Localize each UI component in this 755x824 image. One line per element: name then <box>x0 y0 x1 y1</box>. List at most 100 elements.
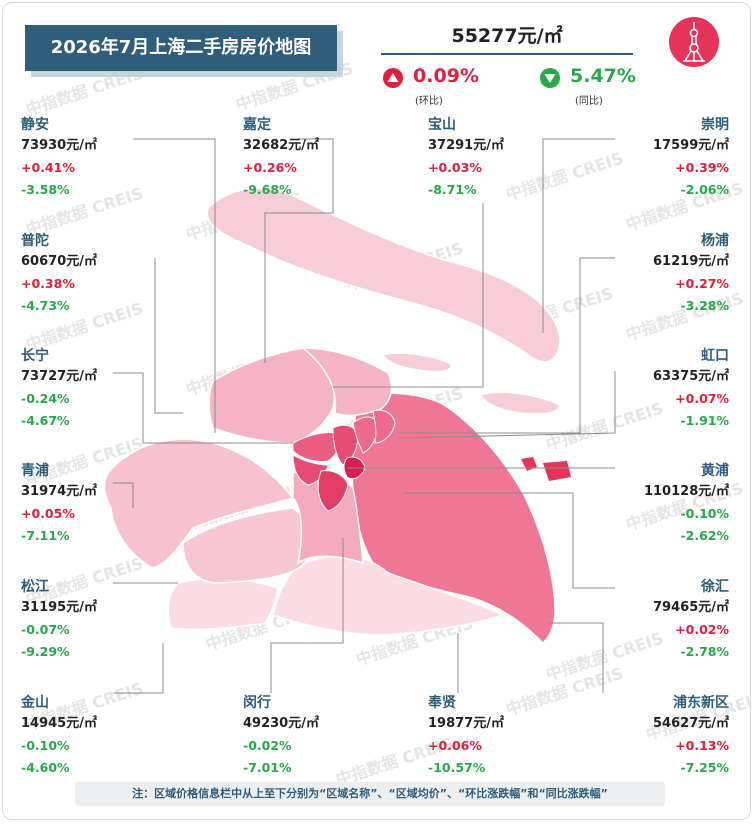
district-card-jinshan: 金山 14945元/㎡ -0.10% -4.60% <box>21 693 141 779</box>
district-card-huangpu: 黄浦 110128元/㎡ -0.10% -2.62% <box>609 461 729 547</box>
district-name: 宝山 <box>428 117 456 133</box>
district-yoy: -7.11% <box>21 528 70 543</box>
district-mom: +0.05% <box>21 506 75 521</box>
district-name: 奉贤 <box>428 695 456 711</box>
map-region-yangpu <box>372 409 396 444</box>
district-card-chongming: 崇明 17599元/㎡ +0.39% -2.06% <box>609 115 729 201</box>
shanghai-map <box>103 138 616 694</box>
map-region-jiading <box>208 347 335 444</box>
footnote: 注：区域价格信息栏中从上至下分别为“区域名称”、“区域均价”、“环比涨跌幅”和“… <box>75 782 665 806</box>
district-price: 49230元/㎡ <box>243 716 319 731</box>
down-triangle-icon <box>540 68 560 88</box>
district-price: 60670元/㎡ <box>21 254 97 269</box>
district-price: 73727元/㎡ <box>21 369 97 384</box>
district-yoy: -9.68% <box>243 182 292 197</box>
district-yoy: -3.28% <box>680 298 729 313</box>
district-name: 金山 <box>21 695 49 711</box>
title-banner: 2026年7月上海二手房房价地图 <box>25 25 337 71</box>
district-name: 普陀 <box>21 233 49 249</box>
district-name: 浦东新区 <box>673 695 729 711</box>
map-region-fengxian <box>272 555 506 636</box>
map-region-jinshan <box>167 577 279 630</box>
district-yoy: -9.29% <box>21 644 70 659</box>
district-price: 63375元/㎡ <box>653 369 729 384</box>
district-card-pudong: 浦东新区 54627元/㎡ +0.13% -7.25% <box>609 693 729 779</box>
up-triangle-icon <box>383 68 403 88</box>
district-yoy: -2.06% <box>680 182 729 197</box>
map-region-xuhui <box>317 470 349 512</box>
district-card-xuhui: 徐汇 79465元/㎡ +0.02% -2.78% <box>609 577 729 663</box>
district-mom: +0.26% <box>243 160 297 175</box>
district-yoy: -4.73% <box>21 298 70 313</box>
district-price: 32682元/㎡ <box>243 138 319 153</box>
district-price: 19877元/㎡ <box>428 716 504 731</box>
map-region-chongming <box>206 187 561 363</box>
district-card-putuo: 普陀 60670元/㎡ +0.38% -4.73% <box>21 231 141 317</box>
map-region-island <box>521 457 537 471</box>
district-card-songjiang: 松江 31195元/㎡ -0.07% -9.29% <box>21 577 141 663</box>
district-mom: -0.07% <box>21 622 70 637</box>
map-region-changxing-island <box>382 352 451 372</box>
district-mom: -0.10% <box>680 506 729 521</box>
district-card-jingan: 静安 73930元/㎡ +0.41% -3.58% <box>21 115 141 201</box>
district-price: 37291元/㎡ <box>428 138 504 153</box>
district-price: 54627元/㎡ <box>653 716 729 731</box>
district-price: 110128元/㎡ <box>643 484 729 499</box>
district-card-baoshan: 宝山 37291元/㎡ +0.03% -8.71% <box>428 115 548 201</box>
district-price: 31195元/㎡ <box>21 600 97 615</box>
district-yoy: -1.91% <box>680 413 729 428</box>
yoy-change: 5.47% <box>570 65 636 87</box>
district-name: 嘉定 <box>243 117 271 133</box>
district-name: 虹口 <box>701 348 729 364</box>
district-yoy: -7.01% <box>243 760 292 775</box>
district-card-fengxian: 奉贤 19877元/㎡ +0.06% -10.57% <box>428 693 548 779</box>
district-name: 崇明 <box>701 117 729 133</box>
district-yoy: -4.67% <box>21 413 70 428</box>
district-card-hongkou: 虹口 63375元/㎡ +0.07% -1.91% <box>609 346 729 432</box>
district-name: 青浦 <box>21 463 49 479</box>
district-name: 静安 <box>21 117 49 133</box>
district-mom: +0.07% <box>675 391 729 406</box>
district-mom: -0.10% <box>21 738 70 753</box>
district-mom: -0.24% <box>21 391 70 406</box>
district-card-jiading: 嘉定 32682元/㎡ +0.26% -9.68% <box>243 115 363 201</box>
map-region-island <box>543 461 571 481</box>
district-mom: +0.03% <box>428 160 482 175</box>
district-card-qingpu: 青浦 31974元/㎡ +0.05% -7.11% <box>21 461 141 547</box>
district-mom: +0.41% <box>21 160 75 175</box>
district-card-changning: 长宁 73727元/㎡ -0.24% -4.67% <box>21 346 141 432</box>
yoy-label: (同比) <box>575 96 603 107</box>
divider <box>381 53 633 55</box>
district-name: 闵行 <box>243 695 271 711</box>
district-mom: +0.02% <box>675 622 729 637</box>
district-mom: +0.38% <box>21 276 75 291</box>
district-yoy: -10.57% <box>428 760 486 775</box>
district-yoy: -8.71% <box>428 182 477 197</box>
map-region-jingan <box>332 424 359 466</box>
district-name: 黄浦 <box>701 463 729 479</box>
district-yoy: -2.78% <box>680 644 729 659</box>
district-yoy: -2.62% <box>680 528 729 543</box>
district-mom: +0.39% <box>675 160 729 175</box>
district-price: 14945元/㎡ <box>21 716 97 731</box>
map-region-hengsha-island <box>480 392 560 415</box>
district-price: 79465元/㎡ <box>653 600 729 615</box>
leader-lines <box>113 138 616 694</box>
district-price: 73930元/㎡ <box>21 138 97 153</box>
district-name: 杨浦 <box>701 233 729 249</box>
district-price: 31974元/㎡ <box>21 484 97 499</box>
district-price: 61219元/㎡ <box>653 254 729 269</box>
map-region-baoshan <box>300 347 393 417</box>
district-mom: +0.06% <box>428 738 482 753</box>
map-region-hongkou <box>352 416 379 454</box>
page-title: 2026年7月上海二手房房价地图 <box>50 37 312 58</box>
district-yoy: -3.58% <box>21 182 70 197</box>
district-yoy: -7.25% <box>680 760 729 775</box>
district-mom: -0.02% <box>243 738 292 753</box>
district-mom: +0.13% <box>675 738 729 753</box>
district-yoy: -4.60% <box>21 760 70 775</box>
mom-change: 0.09% <box>413 65 479 87</box>
map-region-qingpu <box>103 438 295 569</box>
oriental-pearl-tower-icon <box>669 17 719 67</box>
